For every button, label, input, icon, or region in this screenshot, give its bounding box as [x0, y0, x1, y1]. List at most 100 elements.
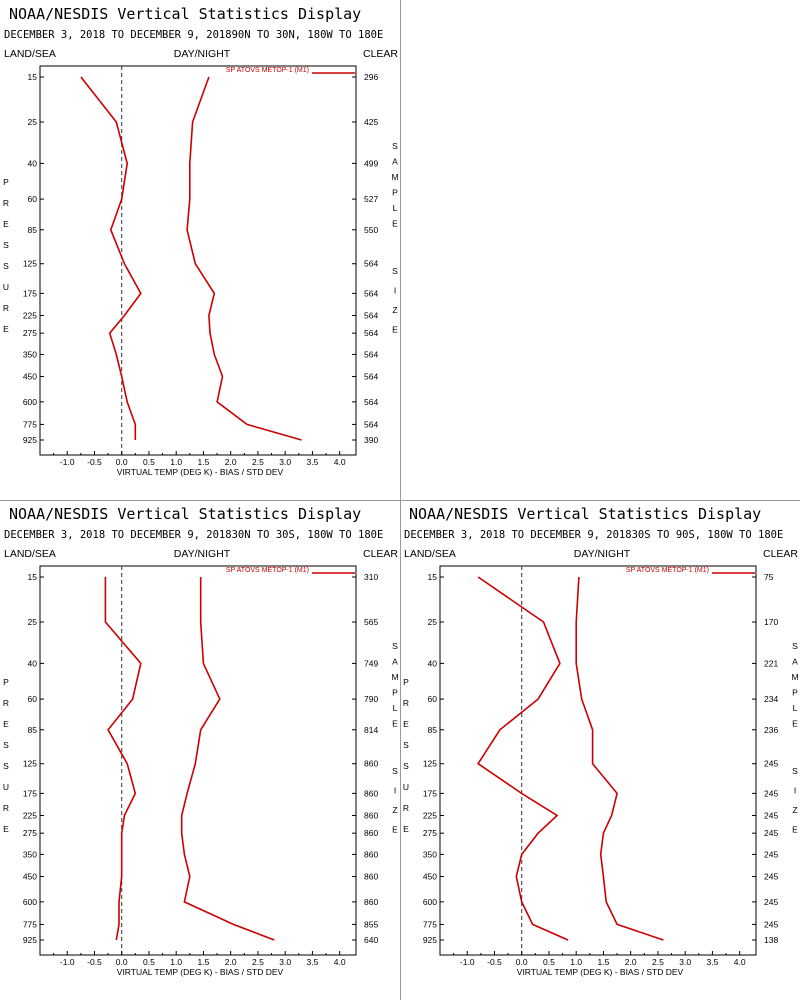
pressure-axis-letter: E: [403, 719, 409, 729]
series-line-std-dev: [180, 577, 275, 941]
x-tick-label: 3.0: [279, 457, 291, 467]
sample-size-label: 236: [764, 725, 778, 735]
x-tick-label: -0.5: [87, 457, 102, 467]
sample-size-label: 245: [764, 828, 778, 838]
sample-size-label: 564: [364, 419, 378, 429]
pressure-level-label: 25: [28, 117, 38, 127]
sample-axis-letter: M: [791, 672, 798, 682]
chart-panel-nh: NOAA/NESDIS Vertical Statistics Display D…: [0, 0, 400, 500]
sample-size-label: 245: [764, 788, 778, 798]
size-axis-letter: I: [394, 786, 396, 796]
x-tick-label: 0.0: [116, 957, 128, 967]
pressure-level-label: 125: [23, 759, 37, 769]
clear-label: CLEAR: [363, 48, 398, 60]
sample-axis-letter: P: [392, 188, 398, 198]
size-axis-letter: S: [792, 766, 798, 776]
x-tick-label: 2.5: [252, 457, 264, 467]
pressure-level-label: 275: [23, 328, 37, 338]
vertical-stats-chart: NOAA/NESDIS Vertical Statistics Display D…: [3, 5, 399, 477]
sample-axis-letter: L: [393, 203, 398, 213]
pressure-level-label: 15: [28, 572, 38, 582]
pressure-level-label: 275: [423, 828, 437, 838]
sample-size-label: 138: [764, 935, 778, 945]
land-sea-label: LAND/SEA: [4, 548, 56, 560]
pressure-axis-letter: S: [403, 740, 409, 750]
sample-axis-letter: S: [392, 641, 398, 651]
pressure-level-label: 600: [423, 897, 437, 907]
pressure-axis-letter: R: [3, 698, 9, 708]
sample-size-label: 564: [364, 397, 378, 407]
pressure-level-label: 350: [423, 849, 437, 859]
sample-axis-letter: E: [792, 719, 798, 729]
size-axis-letter: I: [794, 786, 796, 796]
sample-size-label: 310: [364, 572, 378, 582]
pressure-level-label: 775: [23, 419, 37, 429]
clear-label: CLEAR: [363, 548, 398, 560]
pressure-level-label: 925: [423, 935, 437, 945]
sample-axis-letter: S: [792, 641, 798, 651]
pressure-axis-letter: R: [403, 698, 409, 708]
pressure-axis-letter: R: [403, 803, 409, 813]
x-axis-label: VIRTUAL TEMP (DEG K) - BIAS / STD DEV: [117, 967, 284, 977]
pressure-level-label: 85: [28, 725, 38, 735]
x-tick-label: 3.5: [306, 457, 318, 467]
x-tick-label: 2.0: [625, 957, 637, 967]
size-axis-letter: E: [392, 325, 398, 335]
pressure-axis-letter: R: [3, 803, 9, 813]
pressure-level-label: 25: [428, 617, 438, 627]
sample-size-label: 564: [364, 372, 378, 382]
pressure-axis-letter: E: [403, 824, 409, 834]
pressure-level-label: 775: [423, 919, 437, 929]
chart-subtitle: DECEMBER 3, 2018 TO DECEMBER 9, 201890N …: [4, 29, 383, 41]
x-tick-label: 4.0: [334, 457, 346, 467]
sample-size-label: 860: [364, 872, 378, 882]
clear-label: CLEAR: [763, 548, 798, 560]
pressure-axis-letter: R: [3, 303, 9, 313]
chart-title: NOAA/NESDIS Vertical Statistics Display: [9, 5, 361, 23]
pressure-level-label: 450: [23, 872, 37, 882]
pressure-level-label: 125: [23, 259, 37, 269]
pressure-level-label: 450: [23, 372, 37, 382]
pressure-axis-letter: R: [3, 198, 9, 208]
sample-size-label: 565: [364, 617, 378, 627]
pressure-level-label: 25: [28, 617, 38, 627]
chart-subtitle: DECEMBER 3, 2018 TO DECEMBER 9, 201830S …: [404, 529, 783, 541]
pressure-level-label: 925: [23, 935, 37, 945]
x-tick-label: 3.0: [679, 957, 691, 967]
series-line-bias: [477, 576, 569, 941]
pressure-axis-letter: E: [3, 824, 9, 834]
sample-axis-letter: L: [393, 703, 398, 713]
size-axis-letter: E: [792, 825, 798, 835]
pressure-level-label: 175: [23, 288, 37, 298]
pressure-level-label: 60: [428, 694, 438, 704]
x-tick-label: 2.5: [252, 957, 264, 967]
size-axis-letter: Z: [392, 805, 397, 815]
sample-size-label: 75: [764, 572, 774, 582]
pressure-level-label: 600: [23, 897, 37, 907]
sample-size-label: 564: [364, 310, 378, 320]
pressure-axis-letter: E: [3, 324, 9, 334]
sample-size-label: 245: [764, 759, 778, 769]
sample-size-label: 564: [364, 288, 378, 298]
x-tick-label: 0.5: [143, 457, 155, 467]
pressure-axis-letter: E: [3, 719, 9, 729]
day-night-label: DAY/NIGHT: [174, 48, 231, 60]
land-sea-label: LAND/SEA: [4, 48, 56, 60]
sample-size-label: 245: [764, 897, 778, 907]
pressure-level-label: 175: [423, 788, 437, 798]
size-axis-letter: I: [394, 286, 396, 296]
size-axis-letter: E: [392, 825, 398, 835]
pressure-level-label: 175: [23, 788, 37, 798]
pressure-level-label: 775: [23, 919, 37, 929]
pressure-axis-letter: E: [3, 219, 9, 229]
sample-size-label: 527: [364, 194, 378, 204]
x-tick-label: -1.0: [460, 957, 475, 967]
sample-size-label: 749: [364, 658, 378, 668]
x-axis-label: VIRTUAL TEMP (DEG K) - BIAS / STD DEV: [517, 967, 684, 977]
x-tick-label: 1.0: [170, 457, 182, 467]
sample-size-label: 245: [764, 872, 778, 882]
x-tick-label: 1.0: [570, 957, 582, 967]
sample-size-label: 550: [364, 225, 378, 235]
x-tick-label: 1.5: [598, 957, 610, 967]
sample-size-label: 296: [364, 72, 378, 82]
